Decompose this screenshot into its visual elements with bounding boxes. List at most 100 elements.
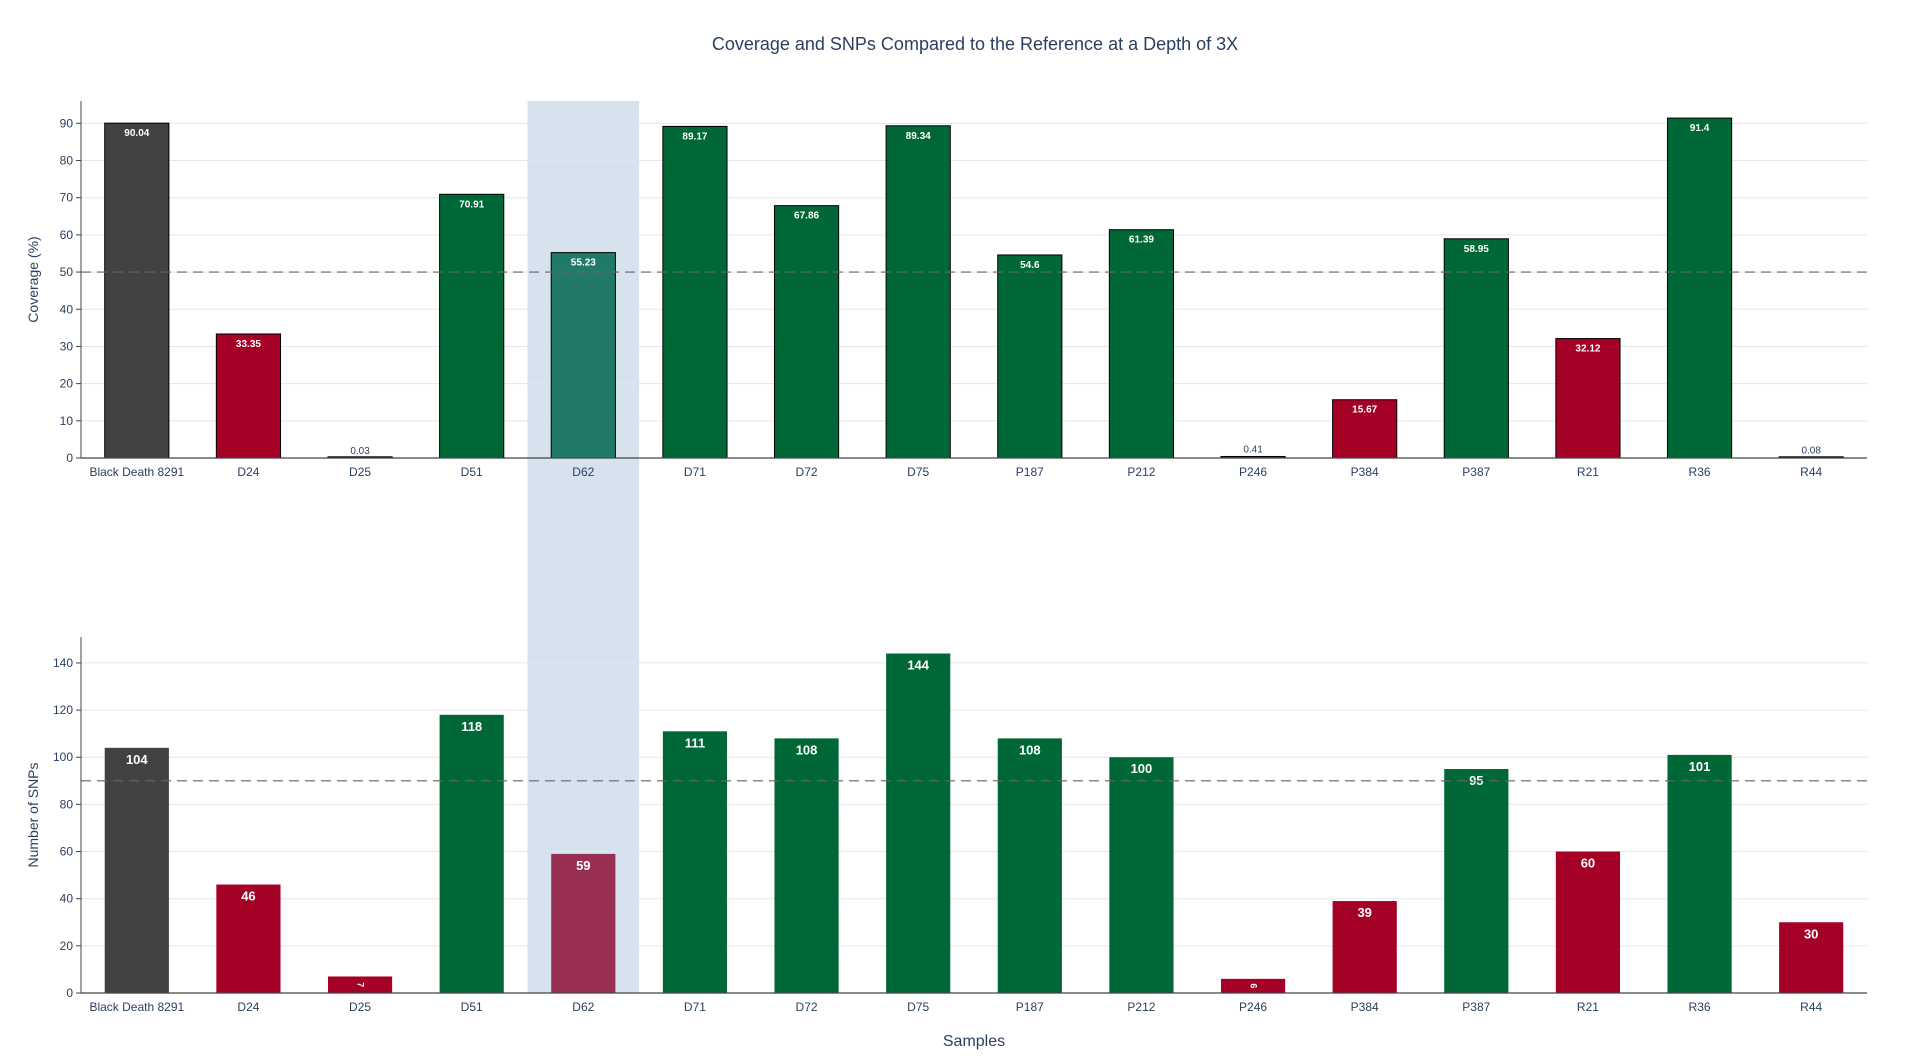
data-label: 55.23: [571, 258, 596, 269]
data-label: 101: [1689, 759, 1711, 774]
y-tick-label: 100: [53, 750, 73, 764]
highlight-band: [527, 101, 640, 993]
bar-d71: [662, 125, 728, 459]
data-label: 70.91: [459, 199, 484, 210]
y-tick-label: 30: [60, 339, 74, 353]
data-label: 30: [1804, 926, 1818, 941]
x-tick-label: P187: [1016, 1000, 1044, 1014]
data-label: 61.39: [1129, 235, 1154, 246]
y-tick-label: 20: [60, 377, 74, 391]
x-tick-label: R36: [1689, 1000, 1711, 1014]
x-tick-label: D24: [237, 465, 259, 479]
x-axis-title: Samples: [943, 1033, 1005, 1050]
bar-d72: [773, 205, 840, 459]
x-tick-label: D25: [349, 1000, 371, 1014]
bar-p384: [1332, 901, 1397, 993]
data-label: 33.35: [236, 339, 261, 350]
x-tick-label: Black Death 8291: [89, 465, 184, 479]
bar-d25: [327, 976, 393, 993]
data-label: 118: [461, 719, 482, 734]
coverage-panel: 0 10 20 30 40 50 60 70 80 90 90.04 33.35 0.03 70.91 55…: [25, 101, 1867, 479]
bar-d51: [439, 714, 504, 993]
data-label: 7: [356, 982, 366, 987]
bar-d24: [216, 884, 281, 993]
bar-p212: [1109, 757, 1174, 993]
bar-d24: [215, 333, 282, 459]
y-tick-label: 0: [66, 451, 73, 465]
data-label: 108: [1019, 742, 1041, 757]
data-label: 89.34: [906, 131, 931, 142]
x-tick-label: D71: [684, 1000, 706, 1014]
y-tick-label: 90: [60, 116, 74, 130]
x-tick-label: P387: [1462, 465, 1490, 479]
x-tick-label: P246: [1239, 1000, 1267, 1014]
bar-d71: [662, 731, 728, 993]
bar-d51: [439, 193, 505, 459]
data-label: 0.41: [1243, 444, 1263, 455]
bar-d72: [774, 738, 839, 993]
x-tick-label: P212: [1127, 1000, 1155, 1014]
highlight-layer: [527, 101, 640, 993]
x-tick-label: D72: [796, 1000, 818, 1014]
data-label: 144: [907, 658, 929, 673]
x-tick-label: D51: [461, 1000, 483, 1014]
data-label: 108: [796, 742, 818, 757]
bar-p387: [1443, 238, 1509, 459]
bar-r44: [1779, 922, 1844, 993]
y-tick-label: 0: [66, 986, 73, 1000]
bar-p387: [1444, 769, 1509, 993]
x-tick-label: D72: [796, 465, 818, 479]
chart-title: Coverage and SNPs Compared to the Refere…: [712, 34, 1238, 54]
data-label: 60: [1581, 856, 1595, 871]
y-axis-title: Number of SNPs: [25, 762, 41, 867]
x-tick-label: R21: [1577, 465, 1599, 479]
data-label: 58.95: [1464, 244, 1489, 255]
x-tick-label: D51: [461, 465, 483, 479]
bar-d62: [550, 252, 616, 459]
data-label: 90.04: [124, 128, 149, 139]
bar-p246: [1220, 978, 1286, 993]
data-label: 111: [685, 735, 705, 750]
data-label: 6: [1249, 983, 1259, 988]
x-tick-label: D62: [572, 465, 594, 479]
bar-r21: [1555, 338, 1621, 459]
data-label: 59: [576, 858, 590, 873]
x-tick-label: P384: [1351, 465, 1379, 479]
data-label: 54.6: [1020, 260, 1040, 271]
x-tick-label: R44: [1800, 465, 1822, 479]
bar-r21: [1555, 851, 1621, 993]
x-tick-label: D75: [907, 465, 929, 479]
x-tick-label: R44: [1800, 1000, 1822, 1014]
data-label: 100: [1131, 761, 1153, 776]
x-tick-label: D62: [572, 1000, 594, 1014]
bar-p384: [1332, 399, 1398, 459]
y-tick-label: 10: [60, 414, 74, 428]
bar-p187: [997, 738, 1062, 993]
x-tick-label: D24: [237, 1000, 259, 1014]
data-label: 32.12: [1575, 344, 1600, 355]
data-label: 0.08: [1801, 446, 1821, 457]
x-tick-label: P246: [1239, 465, 1267, 479]
x-tick-label: R21: [1577, 1000, 1599, 1014]
x-tick-label: P384: [1351, 1000, 1379, 1014]
data-label: 89.17: [682, 131, 707, 142]
x-tick-label: R36: [1689, 465, 1711, 479]
y-tick-label: 20: [60, 939, 74, 953]
y-tick-label: 140: [53, 656, 73, 670]
x-tick-label: D25: [349, 465, 371, 479]
snps-panel: 0 20 40 60 80 100 120 140 104 46 7 118 59 111 108 144 10…: [25, 637, 1867, 1050]
x-tick-label: D75: [907, 1000, 929, 1014]
y-axis-title: Coverage (%): [25, 236, 41, 322]
x-tick-label: Black Death 8291: [89, 1000, 184, 1014]
bar-r36: [1667, 754, 1732, 993]
data-label: 67.86: [794, 211, 819, 222]
y-tick-label: 40: [60, 302, 74, 316]
y-tick-label: 40: [60, 892, 74, 906]
bar-p187: [997, 254, 1063, 459]
y-tick-label: 50: [60, 265, 74, 279]
y-tick-label: 80: [60, 154, 74, 168]
bar-d75: [886, 653, 951, 993]
data-label: 46: [241, 889, 255, 904]
